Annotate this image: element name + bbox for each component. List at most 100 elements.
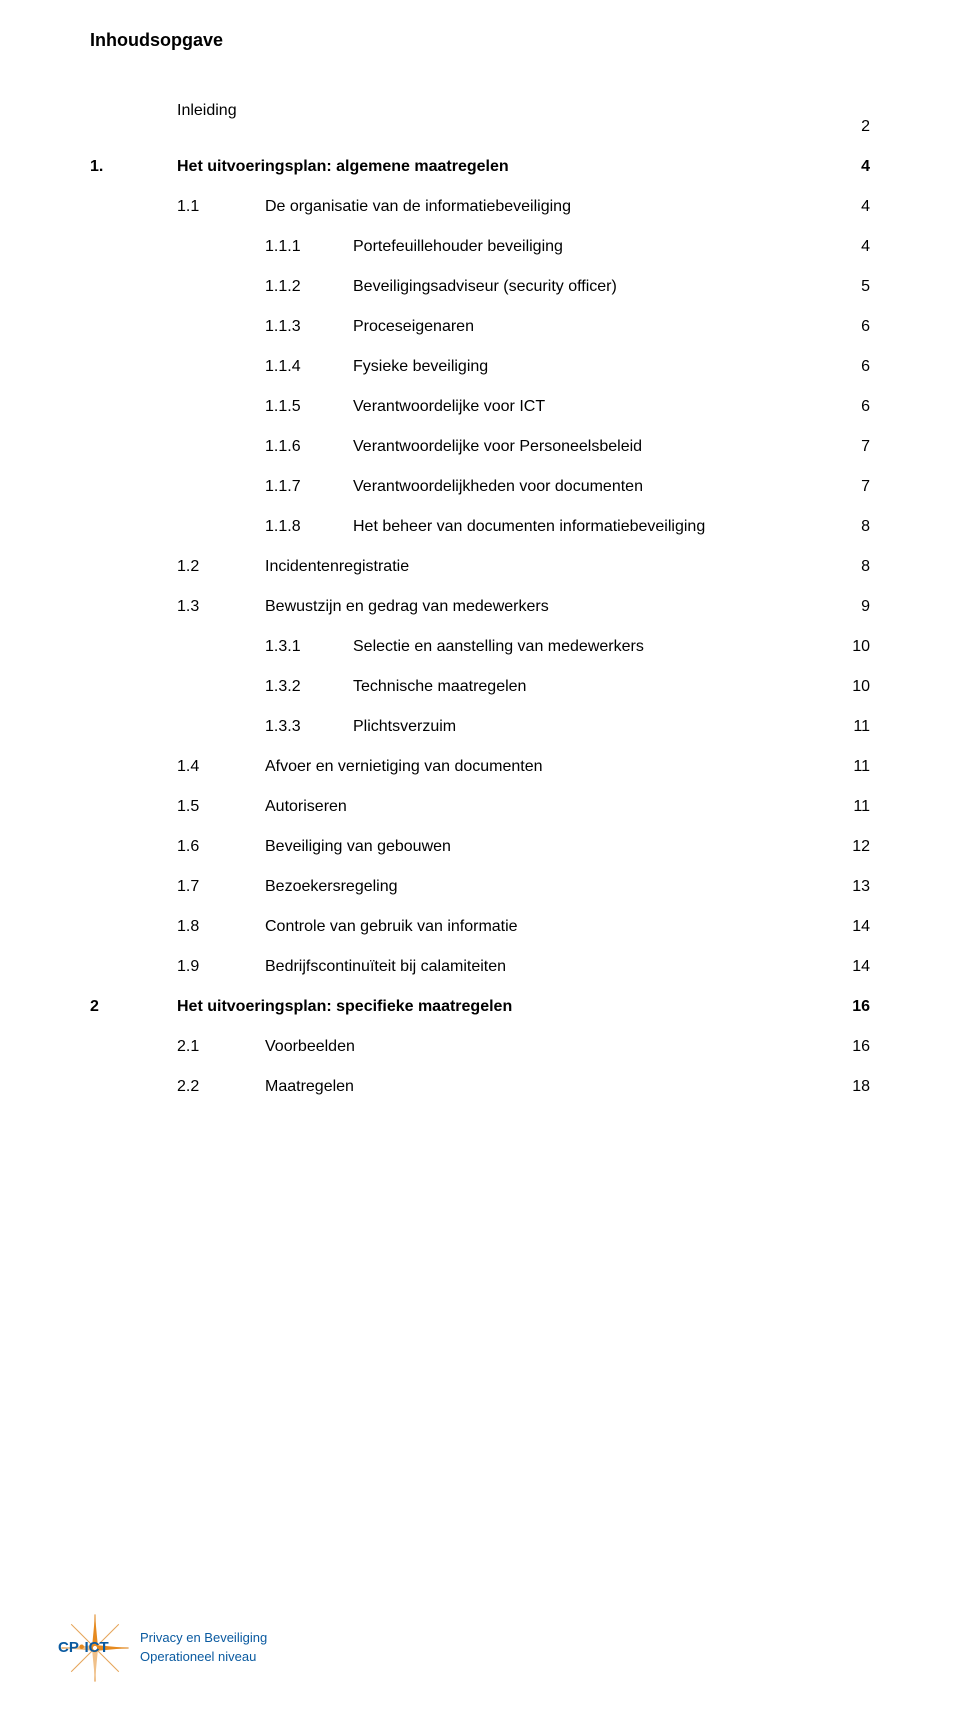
toc-page: 4 [840, 147, 870, 187]
toc-label: 1.1.6Verantwoordelijke voor Personeelsbe… [90, 427, 642, 467]
toc-text: Inleiding [177, 91, 237, 131]
toc-text: Technische maatregelen [353, 667, 526, 707]
footer-brand: CP•ICT [58, 1639, 109, 1657]
toc-row: 1.1.8Het beheer van documenten informati… [90, 507, 870, 547]
toc-row: 1.1.7Verantwoordelijkheden voor document… [90, 467, 870, 507]
toc-row: 1.1.6Verantwoordelijke voor Personeelsbe… [90, 427, 870, 467]
toc-number: 1.1.7 [90, 467, 353, 507]
toc-row: 1.1.5Verantwoordelijke voor ICT 6 [90, 387, 870, 427]
toc-text: De organisatie van de informatiebeveilig… [265, 187, 571, 227]
toc-text: Bezoekersregeling [265, 867, 398, 907]
toc-label: 1.8Controle van gebruik van informatie [90, 907, 518, 947]
toc-page: 16 [840, 1027, 870, 1067]
toc-row: 1.Het uitvoeringsplan: algemene maatrege… [90, 147, 870, 187]
toc-label: 1.6Beveiliging van gebouwen [90, 827, 451, 867]
toc-page: 8 [840, 547, 870, 587]
toc-label: 1.1De organisatie van de informatiebevei… [90, 187, 571, 227]
toc-text: Verantwoordelijkheden voor documenten [353, 467, 643, 507]
toc-page: 11 [840, 707, 870, 747]
toc-page: 10 [840, 667, 870, 707]
toc-row: 1.5Autoriseren 11 [90, 787, 870, 827]
toc-page: 11 [840, 787, 870, 827]
toc-row: 1.1.4Fysieke beveiliging 6 [90, 347, 870, 387]
toc-number: 1. [90, 147, 177, 187]
toc-number: 1.1.5 [90, 387, 353, 427]
toc-text: Het beheer van documenten informatiebeve… [353, 507, 705, 547]
toc-page: 4 [840, 187, 870, 227]
toc-text: Incidentenregistratie [265, 547, 409, 587]
toc-text: Het uitvoeringsplan: specifieke maatrege… [177, 987, 512, 1027]
toc-label: 1.3.2Technische maatregelen [90, 667, 526, 707]
toc-row: 1.1De organisatie van de informatiebevei… [90, 187, 870, 227]
toc-text: Selectie en aanstelling van medewerkers [353, 627, 644, 667]
toc-label: 1.3Bewustzijn en gedrag van medewerkers [90, 587, 549, 627]
toc-row: 1.8Controle van gebruik van informatie 14 [90, 907, 870, 947]
brand-cp: CP [58, 1639, 79, 1656]
toc-label: 1.3.1Selectie en aanstelling van medewer… [90, 627, 644, 667]
toc-row: 1.3.2Technische maatregelen 10 [90, 667, 870, 707]
toc-number: 1.7 [90, 867, 265, 907]
toc-number: 1.6 [90, 827, 265, 867]
toc-number: 1.3 [90, 587, 265, 627]
toc-page: 9 [840, 587, 870, 627]
toc-label: 1.Het uitvoeringsplan: algemene maatrege… [90, 147, 509, 187]
toc-text: Plichtsverzuim [353, 707, 456, 747]
toc-number: 1.5 [90, 787, 265, 827]
toc-label: 1.1.7Verantwoordelijkheden voor document… [90, 467, 643, 507]
toc-label: 1.3.3Plichtsverzuim [90, 707, 456, 747]
toc-row: 1.3Bewustzijn en gedrag van medewerkers 9 [90, 587, 870, 627]
toc-row: 1.9Bedrijfscontinuïteit bij calamiteiten… [90, 947, 870, 987]
toc-page: 5 [840, 267, 870, 307]
toc-number: 2 [90, 987, 177, 1027]
toc-page: 16 [840, 987, 870, 1027]
toc-page: 14 [840, 947, 870, 987]
toc-page: 2 [840, 107, 870, 147]
toc-label: 2Het uitvoeringsplan: specifieke maatreg… [90, 987, 512, 1027]
toc-label: 1.9Bedrijfscontinuïteit bij calamiteiten [90, 947, 506, 987]
toc-text: Beveiligingsadviseur (security officer) [353, 267, 617, 307]
toc-row: 1.6Beveiliging van gebouwen 12 [90, 827, 870, 867]
toc-row: 1.7Bezoekersregeling13 [90, 867, 870, 907]
toc-label: 1.7Bezoekersregeling [90, 867, 398, 907]
toc-number: 1.1.8 [90, 507, 353, 547]
toc-row: 1.3.3Plichtsverzuim 11 [90, 707, 870, 747]
toc-number: 2.1 [90, 1027, 265, 1067]
toc-text: Proceseigenaren [353, 307, 474, 347]
toc-label: 1.1.2Beveiligingsadviseur (security offi… [90, 267, 617, 307]
toc-number: 1.4 [90, 747, 265, 787]
toc-number: 1.1.3 [90, 307, 353, 347]
toc-page: 6 [840, 307, 870, 347]
brand-ict: ICT [84, 1639, 108, 1656]
toc-number: 1.1.2 [90, 267, 353, 307]
toc-page: 7 [840, 427, 870, 467]
toc-text: Verantwoordelijke voor ICT [353, 387, 545, 427]
toc-page: 6 [840, 387, 870, 427]
toc-page: 6 [840, 347, 870, 387]
footer-line-2: Operationeel niveau [140, 1648, 267, 1667]
toc-row: 1.1.1Portefeuillehouder beveiliging 4 [90, 227, 870, 267]
toc-label: 2.2Maatregelen [90, 1067, 354, 1107]
toc-page: 4 [840, 227, 870, 267]
toc-row: 2.2Maatregelen18 [90, 1067, 870, 1107]
toc-page: 11 [840, 747, 870, 787]
toc-row: 1.1.2Beveiligingsadviseur (security offi… [90, 267, 870, 307]
toc-number [90, 91, 177, 131]
toc-text: Controle van gebruik van informatie [265, 907, 518, 947]
toc-page: 14 [840, 907, 870, 947]
toc-row: 1.4Afvoer en vernietiging van documenten… [90, 747, 870, 787]
toc-row: 2.1Voorbeelden 16 [90, 1027, 870, 1067]
toc-text: Afvoer en vernietiging van documenten [265, 747, 543, 787]
toc-number: 1.1.6 [90, 427, 353, 467]
toc-label: 1.5Autoriseren [90, 787, 347, 827]
toc-number: 1.1 [90, 187, 265, 227]
toc-label: 1.1.1Portefeuillehouder beveiliging [90, 227, 563, 267]
toc-page: 7 [840, 467, 870, 507]
toc-label: 1.1.4Fysieke beveiliging [90, 347, 488, 387]
toc-number: 1.3.1 [90, 627, 353, 667]
toc-number: 2.2 [90, 1067, 265, 1107]
footer-text: Privacy en Beveiliging Operationeel nive… [140, 1629, 267, 1667]
toc-label: 2.1Voorbeelden [90, 1027, 355, 1067]
toc-page: 12 [840, 827, 870, 867]
toc-row: 1.3.1Selectie en aanstelling van medewer… [90, 627, 870, 667]
toc-number: 1.3.2 [90, 667, 353, 707]
